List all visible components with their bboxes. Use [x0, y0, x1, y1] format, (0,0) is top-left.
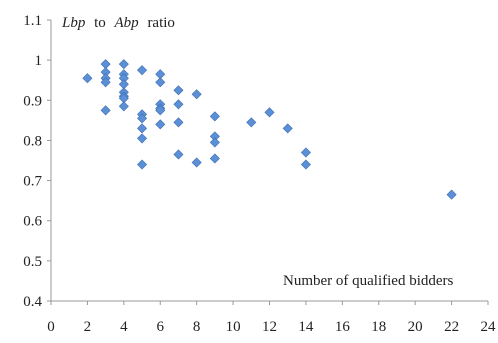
- y-tick-label: 0.4: [23, 294, 42, 310]
- x-tick-label: 10: [226, 319, 241, 335]
- x-tick-label: 20: [408, 319, 423, 335]
- x-axis-ticks: 0 2 4 6 8 10 12 14 16 18 20 22 24: [47, 301, 496, 335]
- data-point: [173, 117, 184, 128]
- y-tick-label: 0.5: [23, 254, 42, 270]
- data-point: [300, 159, 311, 170]
- data-point: [264, 107, 275, 118]
- x-tick-label: 18: [371, 319, 386, 335]
- x-tick-label: 14: [298, 319, 314, 335]
- data-point: [155, 119, 166, 130]
- y-tick-label: 1: [35, 53, 43, 69]
- x-tick-label: 16: [335, 319, 351, 335]
- y-axis-title-mid: to: [94, 15, 106, 31]
- y-tick-label: 0.7: [23, 174, 42, 190]
- data-points: [82, 59, 457, 200]
- data-point: [100, 105, 111, 116]
- y-tick-label: 0.9: [23, 93, 42, 109]
- data-point: [191, 89, 202, 100]
- data-point: [100, 77, 111, 88]
- data-point: [209, 111, 220, 122]
- y-tick-label: 1.1: [23, 13, 42, 29]
- y-tick-label: 0.6: [23, 214, 42, 230]
- y-axis-title-var2: Abp: [114, 15, 140, 31]
- x-tick-label: 22: [444, 319, 459, 335]
- x-tick-label: 6: [157, 319, 165, 335]
- y-axis-title: Lbp to Abp ratio: [61, 15, 175, 31]
- data-point: [118, 101, 129, 112]
- data-point: [246, 117, 257, 128]
- data-point: [282, 123, 293, 134]
- data-point: [155, 105, 166, 116]
- data-point: [173, 149, 184, 160]
- x-tick-label: 24: [481, 319, 497, 335]
- y-axis-title-var1: Lbp: [61, 15, 86, 31]
- data-point: [191, 157, 202, 168]
- data-point: [300, 147, 311, 158]
- data-point: [137, 159, 148, 170]
- data-point: [137, 65, 148, 76]
- x-tick-label: 8: [193, 319, 201, 335]
- data-point: [155, 77, 166, 88]
- data-point: [118, 59, 129, 70]
- data-point: [209, 153, 220, 164]
- data-point: [82, 73, 93, 84]
- data-point: [137, 123, 148, 134]
- data-point: [137, 113, 148, 124]
- y-tick-label: 0.8: [23, 133, 42, 149]
- data-point: [173, 99, 184, 110]
- x-tick-label: 4: [120, 319, 128, 335]
- y-axis-ticks: 0.4 0.5 0.6 0.7 0.8 0.9 1 1.1: [23, 13, 51, 310]
- data-point: [209, 137, 220, 148]
- y-axis-title-tail: ratio: [147, 15, 175, 31]
- data-point: [173, 85, 184, 96]
- x-tick-label: 12: [262, 319, 277, 335]
- x-tick-label: 2: [84, 319, 92, 335]
- data-point: [137, 133, 148, 144]
- x-tick-label: 0: [47, 319, 55, 335]
- x-axis-title: Number of qualified bidders: [283, 273, 454, 289]
- data-point: [446, 189, 457, 200]
